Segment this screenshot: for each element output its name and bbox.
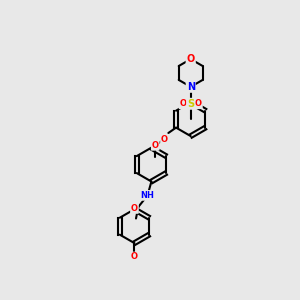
Text: O: O: [195, 99, 202, 108]
Text: S: S: [187, 99, 194, 109]
Text: NH: NH: [141, 191, 154, 200]
Text: O: O: [161, 135, 168, 144]
Text: O: O: [131, 204, 138, 213]
Text: O: O: [152, 141, 159, 150]
Text: O: O: [187, 54, 195, 64]
Text: O: O: [179, 99, 187, 108]
Text: O: O: [131, 253, 138, 262]
Text: N: N: [187, 82, 195, 92]
